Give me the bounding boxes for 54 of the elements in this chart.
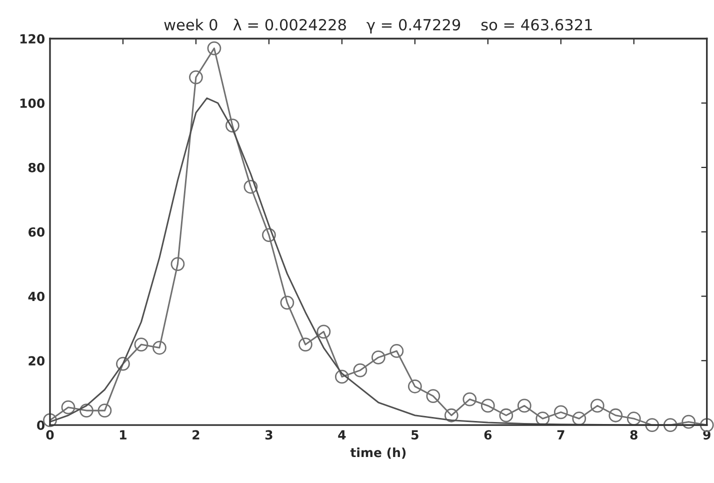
point (262, 228, 276, 242)
y-tick-label: 120 (20, 34, 45, 44)
point (499, 408, 514, 422)
y-tick-label: 20 (28, 356, 45, 366)
y-tick-label: 100 (20, 98, 45, 108)
point (408, 379, 422, 394)
point (444, 408, 458, 422)
point (590, 398, 604, 413)
y-tick-label: 0 (37, 420, 45, 430)
point (116, 356, 130, 371)
point (80, 404, 94, 418)
chart-title: week 0 λ = 0.0024228 γ = 0.47229 so = 463.6321 (164, 18, 592, 34)
point (608, 408, 623, 422)
point (244, 180, 258, 194)
point (572, 412, 586, 426)
x-tick-label: 5 (412, 430, 418, 440)
point (645, 418, 660, 432)
point (480, 398, 495, 413)
point (517, 398, 532, 413)
point (98, 404, 112, 418)
x-tick-label: 1 (120, 430, 126, 440)
point (462, 392, 477, 406)
point (626, 412, 641, 426)
point (316, 324, 331, 339)
x-tick-label: 0 (46, 430, 54, 440)
point (152, 340, 166, 355)
point (189, 70, 203, 84)
y-tick-label: 60 (28, 227, 45, 237)
point (390, 344, 404, 358)
point (207, 41, 222, 56)
point (353, 363, 368, 378)
x-tick-label: 2 (192, 430, 200, 440)
point (134, 338, 148, 352)
point (298, 338, 312, 352)
y-tick-label: 80 (28, 162, 45, 172)
point (426, 389, 440, 404)
point (554, 405, 568, 420)
x-tick-label: 7 (557, 430, 564, 440)
x-tick-label: 3 (265, 430, 272, 440)
point (280, 296, 294, 310)
point (334, 370, 349, 384)
point (170, 257, 185, 271)
x-axis-title: time (h) (350, 448, 406, 459)
point (682, 414, 696, 429)
x-tick-label: 8 (630, 430, 638, 440)
point (61, 400, 76, 414)
point (371, 350, 386, 364)
point (226, 118, 240, 133)
x-tick-label: 4 (338, 430, 346, 440)
point (700, 418, 714, 432)
y-tick-label: 40 (28, 292, 45, 302)
x-tick-label: 6 (484, 430, 492, 440)
point (43, 413, 57, 428)
point (663, 418, 678, 432)
